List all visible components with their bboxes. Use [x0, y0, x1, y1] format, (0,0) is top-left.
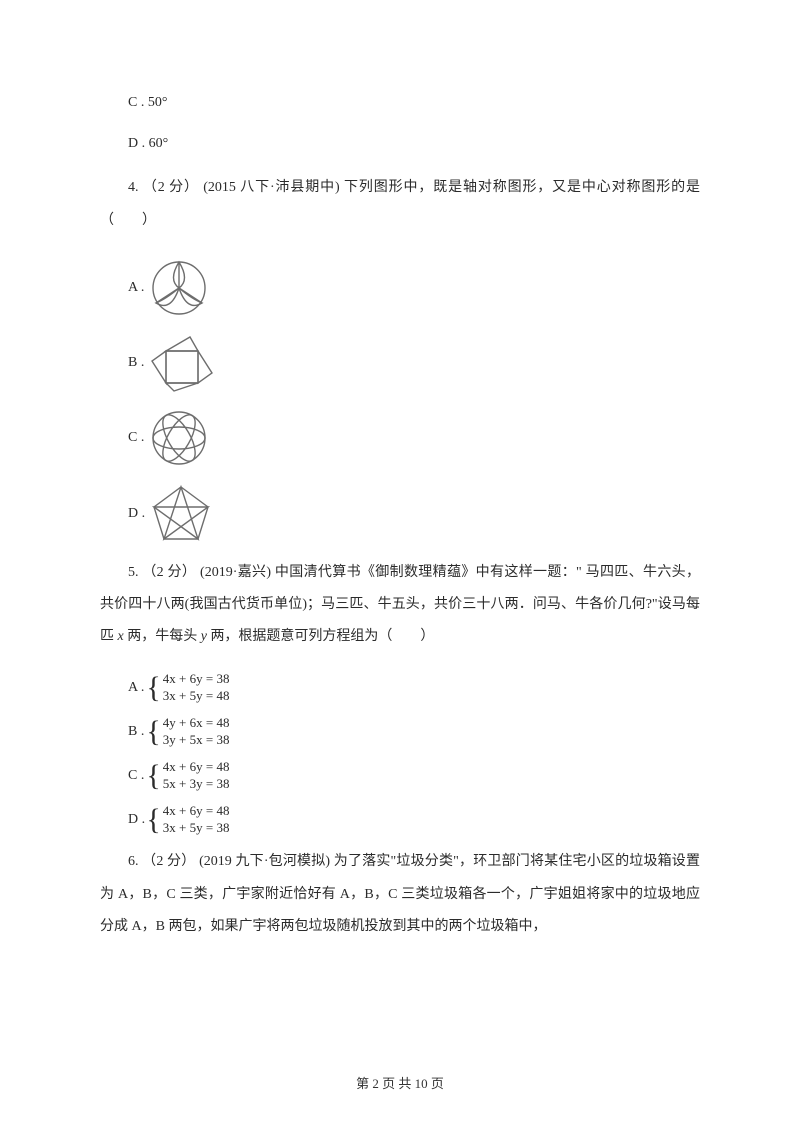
q5-eq-c-2: 5x + 3y = 38 — [163, 776, 230, 793]
page-footer: 第 2 页 共 10 页 — [0, 1073, 800, 1092]
q4-shape-a-icon — [146, 255, 212, 321]
q4-stem: 4. （2 分） (2015 八下·沛县期中) 下列图形中，既是轴对称图形，又是… — [100, 172, 700, 236]
q5-option-b-label: B . — [100, 724, 146, 740]
brace-icon: { — [146, 673, 160, 703]
q5-eq-d-icon: { 4x + 6y = 48 3x + 5y = 38 — [146, 803, 229, 837]
q4-shape-d-icon — [146, 481, 216, 547]
q5-eq-c-1: 4x + 6y = 48 — [163, 759, 230, 776]
q5-stem-part2: 两，牛每头 — [124, 629, 201, 644]
q5-eq-b-2: 3y + 5x = 38 — [163, 732, 230, 749]
prev-option-d: D . 60° — [100, 131, 700, 156]
q5-option-d-label: D . — [100, 812, 146, 828]
brace-icon: { — [146, 717, 160, 747]
q4-option-c: C . — [100, 405, 700, 471]
q4-shape-b-icon — [146, 331, 218, 395]
brace-icon: { — [146, 761, 160, 791]
exam-page: C . 50° D . 60° 4. （2 分） (2015 八下·沛县期中) … — [0, 0, 800, 1132]
q5-eq-a-1: 4x + 6y = 38 — [163, 671, 230, 688]
q5-option-a: A . { 4x + 6y = 38 3x + 5y = 48 — [100, 671, 700, 705]
brace-icon: { — [146, 805, 160, 835]
q5-eq-d-1: 4x + 6y = 48 — [163, 803, 230, 820]
q5-option-c: C . { 4x + 6y = 48 5x + 3y = 38 — [100, 759, 700, 793]
q4-option-a: A . — [100, 255, 700, 321]
q4-option-d: D . — [100, 481, 700, 547]
q5-option-c-label: C . — [100, 768, 146, 784]
q5-eq-d-2: 3x + 5y = 38 — [163, 820, 230, 837]
q5-stem-part3: 两，根据题意可列方程组为（ ） — [207, 629, 435, 644]
prev-option-c: C . 50° — [100, 90, 700, 115]
q4-option-d-label: D . — [100, 506, 146, 522]
q4-shape-c-icon — [146, 405, 212, 471]
q5-eq-b-1: 4y + 6x = 48 — [163, 715, 230, 732]
q4-option-c-label: C . — [100, 430, 146, 446]
q5-eq-a-2: 3x + 5y = 48 — [163, 688, 230, 705]
q5-option-a-label: A . — [100, 680, 146, 696]
q5-option-b: B . { 4y + 6x = 48 3y + 5x = 38 — [100, 715, 700, 749]
q5-eq-a-icon: { 4x + 6y = 38 3x + 5y = 48 — [146, 671, 229, 705]
q6-stem: 6. （2 分） (2019 九下·包河模拟) 为了落实"垃圾分类"，环卫部门将… — [100, 846, 700, 943]
q4-option-b-label: B . — [100, 355, 146, 371]
q5-option-d: D . { 4x + 6y = 48 3x + 5y = 38 — [100, 803, 700, 837]
q5-eq-c-icon: { 4x + 6y = 48 5x + 3y = 38 — [146, 759, 229, 793]
q4-option-a-label: A . — [100, 280, 146, 296]
q5-eq-b-icon: { 4y + 6x = 48 3y + 5x = 38 — [146, 715, 229, 749]
q4-option-b: B . — [100, 331, 700, 395]
q5-stem: 5. （2 分） (2019·嘉兴) 中国清代算书《御制数理精蕴》中有这样一题：… — [100, 557, 700, 654]
